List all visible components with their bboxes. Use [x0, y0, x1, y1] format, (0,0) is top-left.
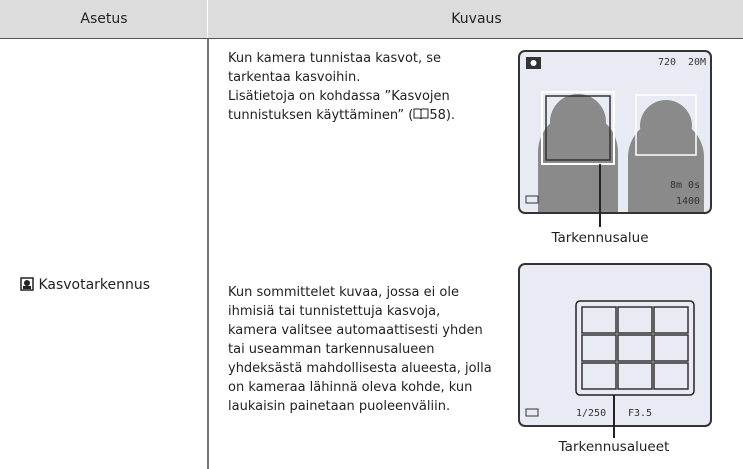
osd-text: 1/250 [576, 408, 606, 419]
face-icon [20, 277, 34, 291]
paragraph: Lisätietoja on kohdassa ”Kasvojen tunnis… [228, 87, 493, 125]
osd-text: 8m 0s [670, 180, 700, 191]
column-divider [207, 0, 208, 38]
caption: Tarkennusalue [551, 230, 649, 246]
osd-text: F3.5 [628, 408, 652, 419]
leader-line [613, 426, 615, 438]
text: 58). [429, 108, 456, 123]
book-icon [413, 108, 429, 120]
paragraph: Kun kamera tunnistaa kasvot, se tarkenta… [228, 51, 442, 85]
table-header [0, 0, 743, 39]
leader-line [599, 213, 601, 227]
description: Kun kamera tunnistaa kasvot, se tarkenta… [228, 49, 493, 125]
header-cell: Asetus [80, 11, 128, 27]
column-divider [207, 39, 209, 469]
osd-text: 1400 [676, 196, 700, 207]
setting-cell: Kasvotarkennus [20, 276, 150, 295]
caption: Tarkennusalueet [558, 439, 670, 455]
text: Lisätietoja on kohdassa ”Kasvojen tunnis… [228, 89, 450, 123]
header-cell: Kuvaus [451, 11, 502, 27]
camera-screen: 720 20M 8m 0s 1400 [518, 50, 712, 214]
osd-text: 720 [658, 57, 676, 68]
osd-text: 20M [688, 57, 706, 68]
setting-name: Kasvotarkennus [38, 277, 151, 293]
description: Kun sommittelet kuvaa, jossa ei ole ihmi… [228, 285, 492, 414]
camera-screen: 1/250 F3.5 [518, 263, 712, 427]
